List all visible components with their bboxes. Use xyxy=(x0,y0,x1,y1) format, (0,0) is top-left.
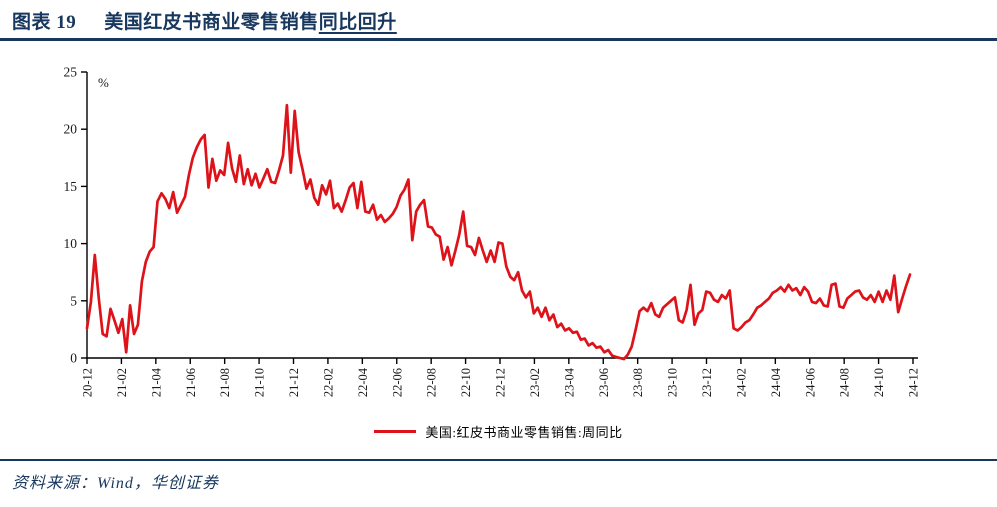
source-text: 资料来源：Wind，华创证券 xyxy=(12,475,219,492)
x-tick-label: 20-12 xyxy=(81,368,95,397)
y-unit-label: % xyxy=(98,75,109,90)
chart-title: 图表 19 美国红皮书商业零售销售同比回升 xyxy=(12,7,397,34)
x-tick-label: 22-12 xyxy=(494,368,508,397)
x-tick-label: 24-02 xyxy=(734,368,748,397)
x-tick-label: 23-04 xyxy=(562,367,576,397)
x-tick-label: 21-10 xyxy=(253,368,267,397)
x-tick-label: 23-10 xyxy=(666,368,680,397)
y-tick-label: 0 xyxy=(70,351,77,366)
x-tick-label: 24-12 xyxy=(907,368,921,397)
x-tick-label: 22-08 xyxy=(425,368,439,397)
figure-title-underlined: 同比回升 xyxy=(318,12,397,33)
figure-index: 图表 19 xyxy=(12,12,77,33)
figure-title-text: 美国红皮书商业零售销售 xyxy=(104,12,319,33)
chart-svg: 0 5 10 15 20 25% 20-12 21-02 21-04 21-06 21-08 21-1… xyxy=(64,65,921,398)
legend-series-label: 美国:红皮书商业零售销售:周同比 xyxy=(425,424,623,440)
x-tick-label: 21-12 xyxy=(287,368,301,397)
x-tick-label: 22-06 xyxy=(390,368,404,397)
legend-line-swatch xyxy=(374,429,417,433)
x-tick-label: 21-08 xyxy=(218,368,232,397)
y-tick-label: 10 xyxy=(64,236,78,251)
x-tick-label: 23-08 xyxy=(631,368,645,397)
x-tick-label: 24-06 xyxy=(803,368,817,397)
x-tick-label: 24-10 xyxy=(872,368,886,397)
x-tick-label: 23-12 xyxy=(700,368,714,397)
x-tick-label: 22-02 xyxy=(321,368,335,397)
x-tick-label: 23-06 xyxy=(597,368,611,397)
x-tick-label: 21-06 xyxy=(184,368,198,397)
x-tick-label: 21-02 xyxy=(115,368,129,397)
y-tick-label: 25 xyxy=(64,65,78,80)
x-tick-label: 22-10 xyxy=(459,368,473,397)
y-tick-label: 20 xyxy=(64,122,78,137)
x-tick-label: 24-08 xyxy=(838,368,852,397)
title-bar: 图表 19 美国红皮书商业零售销售同比回升 xyxy=(0,0,997,41)
y-tick-label: 5 xyxy=(70,293,77,308)
y-tick-label: 15 xyxy=(64,179,78,194)
series-line xyxy=(85,103,912,361)
x-tick-label: 23-02 xyxy=(528,368,542,397)
x-tick-label: 22-04 xyxy=(356,367,370,397)
x-tick-label: 21-04 xyxy=(149,367,163,397)
source-bar: 资料来源：Wind，华创证券 xyxy=(0,459,997,507)
chart-legend: 美国:红皮书商业零售销售:周同比 xyxy=(0,420,997,442)
x-tick-label: 24-04 xyxy=(769,367,783,397)
